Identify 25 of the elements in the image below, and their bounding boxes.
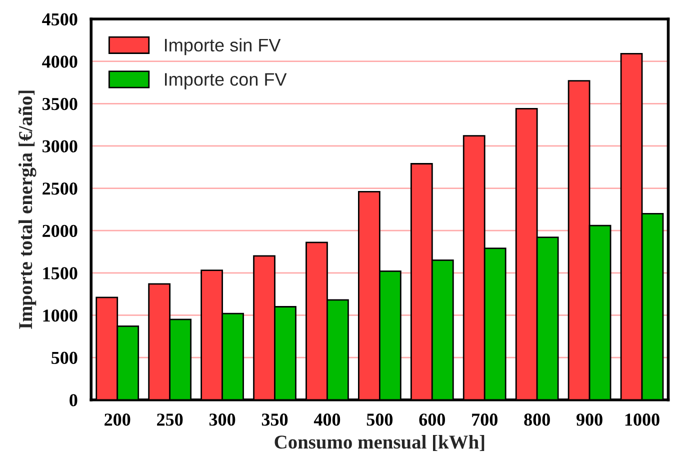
x-tick-label: 250 <box>157 414 183 426</box>
x-tick-label: 200 <box>104 414 130 426</box>
y-tick-label: 3500 <box>42 98 78 110</box>
x-tick-label: 1000 <box>625 414 660 426</box>
x-tick-label: 500 <box>366 414 393 426</box>
x-tick-label: 300 <box>209 414 236 426</box>
y-tick-label: 1500 <box>43 267 78 280</box>
x-tick-label: 400 <box>314 414 340 426</box>
y-axis-title: Importe total energia [€/año] <box>18 90 36 329</box>
legend-label: Importe con FV <box>165 73 287 90</box>
legend-label: Importe sin FV <box>165 38 281 56</box>
x-axis-title: Consumo mensual [kWh] <box>274 434 484 452</box>
y-tick-label: 4500 <box>42 13 78 26</box>
x-tick-label: 700 <box>472 414 498 426</box>
x-tick-label: 800 <box>524 414 550 426</box>
y-tick-label: 2000 <box>42 224 78 238</box>
x-tick-label: 350 <box>262 414 288 426</box>
y-tick-label: 500 <box>52 352 78 364</box>
y-tick-label: 2500 <box>42 182 78 195</box>
x-tick-label: 600 <box>419 414 446 426</box>
y-tick-label: 4000 <box>42 56 78 68</box>
y-tick-label: 3000 <box>42 140 78 152</box>
x-tick-label: 900 <box>576 414 602 426</box>
y-tick-label: 0 <box>70 394 78 406</box>
y-tick-label: 1000 <box>43 309 78 322</box>
